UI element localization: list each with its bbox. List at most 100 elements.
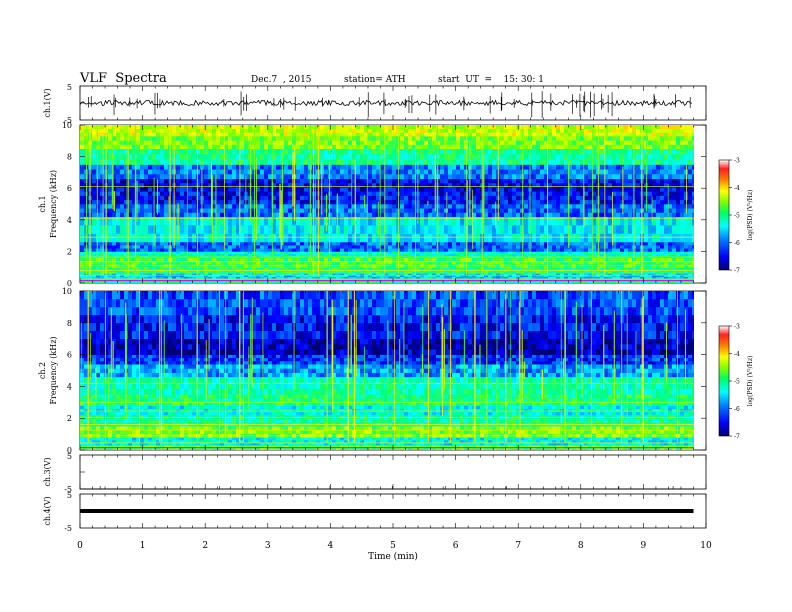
spectrum-cell: [264, 245, 269, 249]
spectrum-cell: [196, 233, 201, 243]
spectrum-cell: [380, 191, 385, 196]
spectrum-cell: [540, 182, 545, 188]
spectrum-cell: [432, 187, 437, 192]
spectrum-cell: [276, 144, 281, 149]
spectrum-cell: [408, 128, 413, 133]
spectrum-cell: [164, 182, 169, 188]
spectrum-cell: [136, 212, 141, 217]
spectrum-cell: [388, 275, 393, 277]
spectrum-cell: [112, 267, 117, 270]
spectrum-cell: [256, 260, 261, 265]
spectrum-cell: [272, 225, 277, 234]
spectrum-cell: [476, 248, 481, 252]
spectrum-cell: [136, 208, 141, 213]
spectrum-cell: [328, 182, 333, 188]
spectrum-cell: [224, 233, 229, 243]
spectrum-cell: [352, 267, 357, 270]
spectrum-cell: [300, 267, 305, 270]
spectrum-cell: [176, 275, 181, 277]
spectrum-cell: [136, 164, 141, 170]
spectrum-cell: [108, 281, 113, 283]
spectrum-cell: [424, 253, 429, 256]
spectrum-cell: [260, 253, 265, 256]
spectrum-cell: [284, 159, 289, 165]
spectrum-cell: [476, 208, 481, 213]
spectrum-cell: [452, 153, 457, 160]
spectrum-cell: [112, 212, 117, 217]
spectrum-cell: [80, 159, 85, 165]
spectrum-cell: [340, 144, 345, 149]
spectrum-cell: [80, 187, 85, 192]
spectrum-cell: [436, 251, 441, 254]
spectrum-cell: [236, 253, 241, 256]
spectrum-cell: [380, 159, 385, 165]
spectrum-cell: [444, 260, 449, 265]
spectrum-cell: [236, 257, 241, 262]
spectrum-cell: [304, 208, 309, 213]
spectrum-cell: [220, 173, 225, 180]
spectrum-cell: [496, 241, 501, 246]
spectrum-cell: [496, 267, 501, 270]
spectrum-cell: [536, 251, 541, 254]
spectrum-cell: [536, 136, 541, 141]
spectrum-cell: [472, 275, 477, 277]
spectrum-cell: [444, 159, 449, 165]
spectrum-cell: [188, 204, 193, 209]
spectrum-cell: [232, 275, 237, 277]
spectrum-cell: [460, 276, 465, 279]
spectrum-cell: [440, 212, 445, 217]
spectrum-cell: [192, 267, 197, 270]
spectrum-cell: [376, 273, 381, 276]
spectrum-cell: [92, 164, 97, 170]
spectrum-cell: [536, 148, 541, 155]
spectrum-cell: [228, 212, 233, 217]
spectrum-cell: [88, 276, 93, 279]
spectrum-cell: [516, 251, 521, 254]
spectrum-cell: [496, 248, 501, 252]
spectrum-cell: [248, 233, 253, 243]
spectrum-cell: [148, 199, 153, 205]
spectrum-cell: [480, 276, 485, 279]
spectrum-cell: [296, 267, 301, 270]
spectrum-cell: [296, 173, 301, 180]
spectrum-cell: [396, 276, 401, 279]
spectrum-cell: [324, 275, 329, 277]
spectrum-cell: [512, 187, 517, 192]
spectrum-cell: [136, 178, 141, 184]
spectrum-cell: [132, 204, 137, 209]
spectrum-cell: [328, 148, 333, 155]
spectrum-cell: [344, 191, 349, 196]
spectrum-cell: [128, 148, 133, 155]
spectrum-cell: [372, 159, 377, 165]
spectrum-cell: [332, 187, 337, 192]
spectrum-cell: [256, 128, 261, 133]
spectrum-cell: [372, 212, 377, 217]
spectrum-cell: [548, 164, 553, 170]
spectrum-cell: [140, 253, 145, 256]
spectrum-cell: [180, 241, 185, 246]
spectrum-cell: [188, 178, 193, 184]
spectrum-cell: [508, 187, 513, 192]
spectrum-cell: [192, 276, 197, 279]
spectrum-cell: [204, 275, 209, 277]
spectrum-cell: [176, 178, 181, 184]
spectrum-cell: [152, 267, 157, 270]
spectrum-cell: [184, 173, 189, 180]
spectrum-cell: [216, 187, 221, 192]
spectrum-cell: [320, 273, 325, 276]
spectrum-cell: [424, 153, 429, 160]
spectrum-cell: [208, 199, 213, 205]
spectrum-cell: [164, 169, 169, 175]
spectrum-cell: [428, 148, 433, 155]
spectrum-cell: [328, 195, 333, 201]
spectrum-cell: [324, 153, 329, 160]
spectrum-cell: [464, 148, 469, 155]
spectrum-cell: [332, 173, 337, 180]
spectrum-cell: [368, 253, 373, 256]
spectrum-cell: [396, 159, 401, 165]
spectrum-cell: [240, 260, 245, 265]
spectrum-cell: [264, 273, 269, 276]
spectrum-cell: [512, 182, 517, 188]
spectrum-cell: [96, 275, 101, 277]
spectrum-cell: [356, 164, 361, 170]
